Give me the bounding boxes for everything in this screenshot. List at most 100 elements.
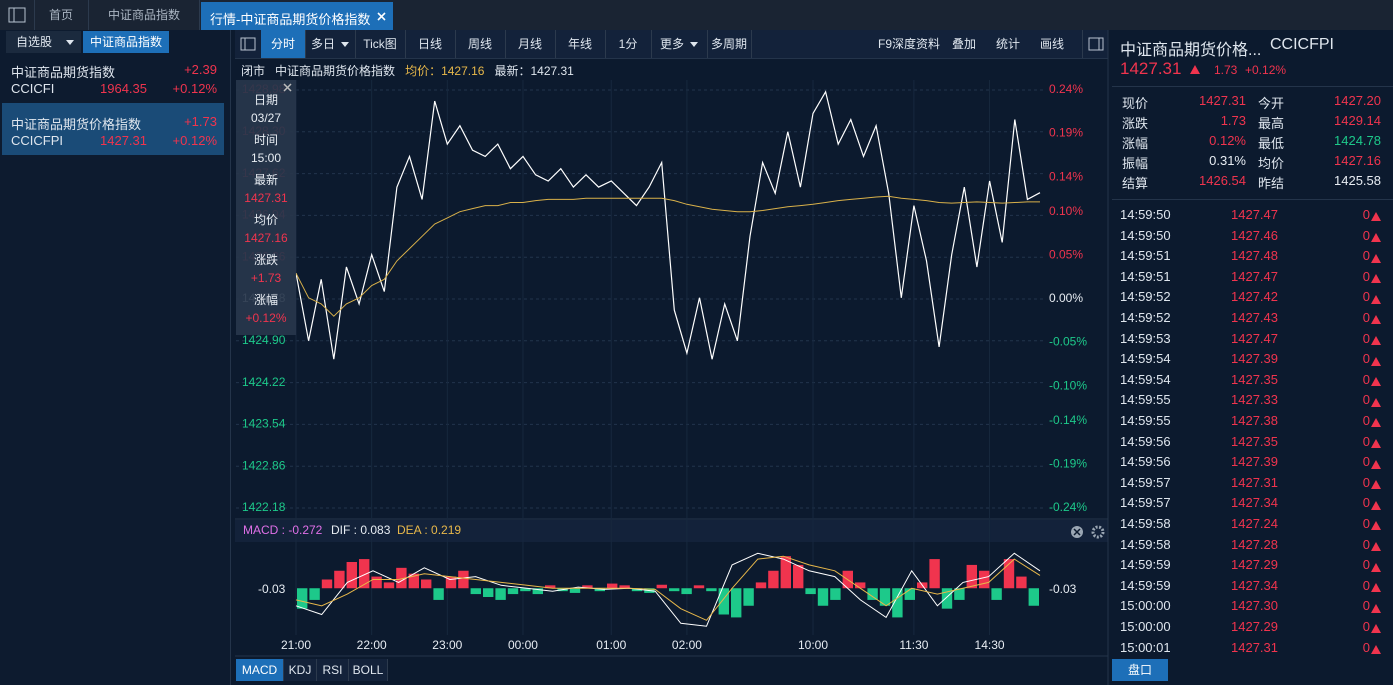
trade-arrow [1371,415,1381,429]
tooltip-value: +0.12% [245,311,287,325]
macd-bar [1016,576,1027,589]
label: 1分 [618,37,638,51]
macd-bar [359,559,370,589]
trade-time: 14:59:57 [1120,495,1171,511]
toolbar-button[interactable]: 统计 [996,37,1021,51]
trade-volume: 0 [1362,289,1370,305]
tab-label: 行情-中证商品期货价格指数 [210,12,371,27]
icon [240,37,256,51]
toolbar-button[interactable]: F9深度资料 [878,37,941,51]
macd-bar [371,576,382,589]
panel-icons[interactable] [1069,524,1105,543]
icon [1371,274,1381,284]
trade-price: 1427.35 [1231,371,1278,387]
icon [1371,521,1381,531]
trade-volume: 0 [1362,536,1370,552]
menu-icon[interactable] [0,0,35,30]
indicator-tab[interactable]: RSI [317,659,349,681]
macd-bar [805,588,816,595]
dropdown[interactable]: 自选股 [6,31,81,53]
toolbar-button[interactable]: 画线 [1040,37,1065,51]
info-bar: 闭市 中证商品期货价格指数 均价：1427.16 最新：1427.31 [241,62,574,79]
trade-price: 1427.47 [1231,330,1278,346]
trade-arrow [1371,353,1381,367]
trade-price: 1427.43 [1231,310,1278,325]
icon [1371,397,1381,407]
macd-bar [445,576,457,589]
quote-label: 均价 [1258,156,1285,171]
trade-volume: 0 [1362,413,1370,428]
macd-bar [681,588,692,595]
tab[interactable]: 盘口 [1112,659,1168,681]
trade-price: 1427.31 [1231,639,1278,655]
toolbar-button[interactable]: 分时 [261,30,306,58]
trade-volume: 0 [1362,330,1370,346]
toolbar-button[interactable]: 周线 [455,30,506,58]
button[interactable]: 中证商品指数 [83,31,169,53]
quote-label: 昨结 [1258,176,1285,191]
trade-price: 1427.28 [1231,536,1278,552]
series-line [295,90,1041,360]
close-icon[interactable] [377,12,386,21]
indicator-tab[interactable]: MACD [236,659,284,681]
item-name: 中证商品期货价格指数 [11,117,142,132]
toolbar-button[interactable]: 多周期 [707,30,752,58]
y2-tick-label: -0.14% [1049,413,1087,427]
y-tick-label: 1424.22 [242,375,286,389]
quote-label: 涨幅 [1122,136,1149,151]
macd-bar [793,564,804,589]
toolbar-button[interactable]: 多日 [305,30,356,58]
label: 分时 [270,37,295,51]
label: 周线 [467,37,492,51]
toolbar-button[interactable]: 日线 [405,30,456,58]
tab[interactable]: 中证商品指数 [89,0,200,30]
tab[interactable]: 首页 [34,0,89,30]
x-tick-label: 21:00 [281,638,311,652]
close-icon[interactable] [283,83,292,92]
macd-bar [619,585,630,589]
trade-arrow [1371,642,1381,656]
macd-bar [594,588,605,592]
indicator-tab[interactable]: KDJ [284,659,317,681]
trade-time: 14:59:57 [1120,474,1171,490]
x-tick-label: 22:00 [357,638,387,652]
last: 最新：1427.31 [494,64,574,78]
toolbar-button[interactable]: 月线 [505,30,556,58]
trade-arrow [1371,271,1381,285]
label: 自选股 [16,35,53,49]
quote-label: 涨跌 [1122,116,1149,131]
quote-value: 1426.54 [1199,173,1246,188]
item-change: +1.73 [184,114,217,129]
toolbar-button[interactable]: 年线 [555,30,606,58]
y-tick-label: 1422.86 [242,458,286,472]
icon [1371,562,1381,572]
icon [1371,603,1381,613]
toolbar-button[interactable]: 1分 [605,30,652,58]
macd-bar [941,588,953,609]
icon [1071,525,1105,539]
trade-volume: 0 [1362,557,1370,573]
trade-volume: 0 [1362,516,1370,531]
label: 多日 [310,37,335,51]
active-tab[interactable]: 行情-中证商品期货价格指数 [201,2,393,30]
quote-price: 1427.31 [1120,59,1182,78]
trade-arrow [1371,312,1381,326]
trade-price: 1427.39 [1231,351,1278,367]
toolbar-icon[interactable] [235,30,262,58]
quote-value: 1429.14 [1334,113,1381,128]
tooltip-value: 03/27 [250,111,282,125]
indicator-tab[interactable]: BOLL [349,659,388,681]
trade-time: 15:00:01 [1120,639,1171,655]
item-price: 1427.31 [100,133,147,148]
macd-bar [458,570,469,589]
toolbar-button[interactable]: 叠加 [952,37,977,51]
tooltip-value: 1427.16 [244,231,288,245]
trade-arrow [1371,230,1381,244]
toolbar-button[interactable]: 更多 [651,30,708,58]
toolbar-button[interactable]: Tick图 [355,30,406,58]
macd-bar [483,588,494,597]
trade-price: 1427.30 [1231,598,1278,614]
macd-bar [991,588,1002,600]
toolbar-icon[interactable] [1082,30,1109,58]
label: 月线 [517,37,542,51]
